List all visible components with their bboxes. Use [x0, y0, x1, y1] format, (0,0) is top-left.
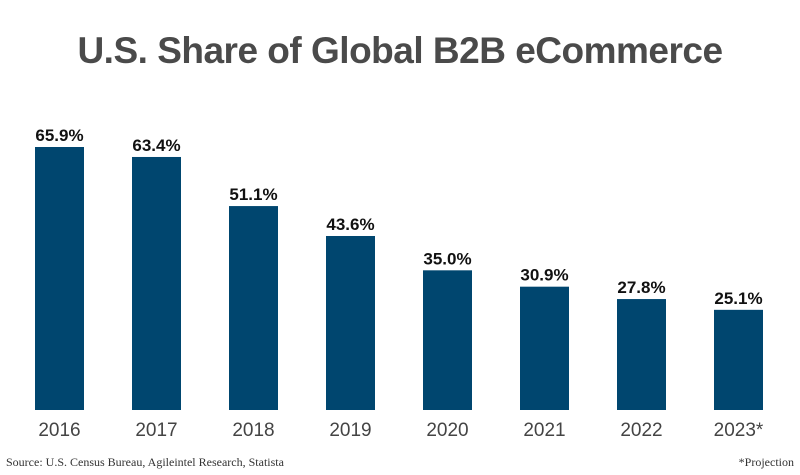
- x-tick-label: 2016: [38, 420, 80, 441]
- bar-2020: [423, 270, 472, 410]
- data-label: 43.6%: [326, 215, 374, 234]
- bar-2019: [326, 235, 375, 410]
- data-label: 51.1%: [229, 185, 277, 204]
- x-tick-label: 2022: [620, 420, 662, 441]
- data-label: 63.4%: [132, 136, 180, 155]
- bar-2016: [35, 147, 84, 410]
- data-label: 30.9%: [520, 266, 568, 285]
- x-tick-label: 2021: [523, 420, 565, 441]
- x-tick-label: 2017: [135, 420, 177, 441]
- x-tick-label: 2018: [232, 420, 274, 441]
- x-tick-label: 2020: [426, 420, 468, 441]
- bar-2023*: [714, 309, 763, 410]
- x-tick-label: 2019: [329, 420, 371, 441]
- data-label: 25.1%: [714, 289, 762, 308]
- x-tick-label: 2023*: [714, 420, 764, 441]
- bar-2018: [229, 206, 278, 410]
- source-note: Source: U.S. Census Bureau, Agileintel R…: [6, 455, 284, 469]
- chart-title: U.S. Share of Global B2B eCommerce: [77, 30, 723, 71]
- data-label: 27.8%: [617, 278, 665, 297]
- bar-chart: 65.9% 2016 63.4% 2017 51.1% 2018 43.6% 2019 35.0…: [35, 126, 764, 441]
- bar-2021: [520, 286, 569, 410]
- data-label: 65.9%: [35, 126, 83, 145]
- bar-2022: [617, 299, 666, 410]
- data-label: 35.0%: [423, 249, 471, 268]
- projection-note: *Projection: [738, 455, 794, 469]
- bar-2017: [132, 156, 181, 410]
